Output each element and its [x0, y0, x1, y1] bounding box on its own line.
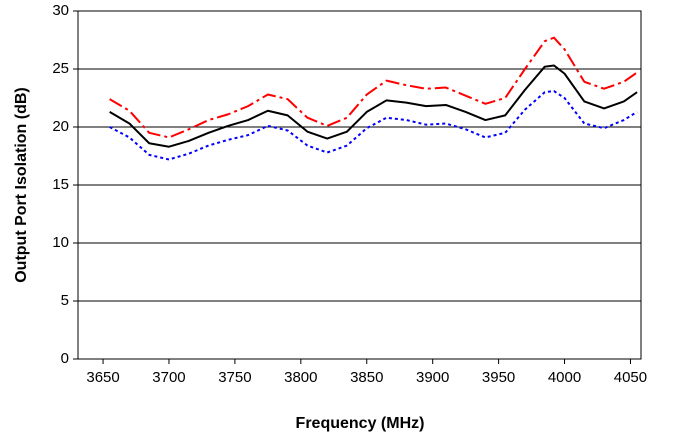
- x-tick-label: 3750: [218, 369, 251, 386]
- y-tick-label: 30: [52, 2, 69, 19]
- x-axis-title: Frequency (MHz): [296, 415, 425, 432]
- series-line: [109, 90, 638, 161]
- x-tick-label: 3700: [152, 369, 185, 386]
- series-line: [109, 36, 638, 139]
- x-tick-label: 3950: [482, 369, 515, 386]
- x-tick-label: 4050: [614, 369, 647, 386]
- x-tick-label: 3650: [86, 369, 119, 386]
- x-tick-label: 3850: [350, 369, 383, 386]
- x-tick-label: 3800: [284, 369, 317, 386]
- y-axis-title: Output Port Isolation (dB): [13, 87, 30, 283]
- series-line: [109, 64, 638, 148]
- y-tick-label: 0: [61, 350, 69, 367]
- y-tick-label: 25: [52, 60, 69, 77]
- x-tick-label: 3900: [416, 369, 449, 386]
- y-tick-label: 5: [61, 292, 69, 309]
- plot-frame: [77, 10, 642, 360]
- x-tick-label: 4000: [548, 369, 581, 386]
- y-tick-label: 10: [52, 234, 69, 251]
- y-tick-label: 15: [52, 176, 69, 193]
- y-tick-label: 20: [52, 118, 69, 135]
